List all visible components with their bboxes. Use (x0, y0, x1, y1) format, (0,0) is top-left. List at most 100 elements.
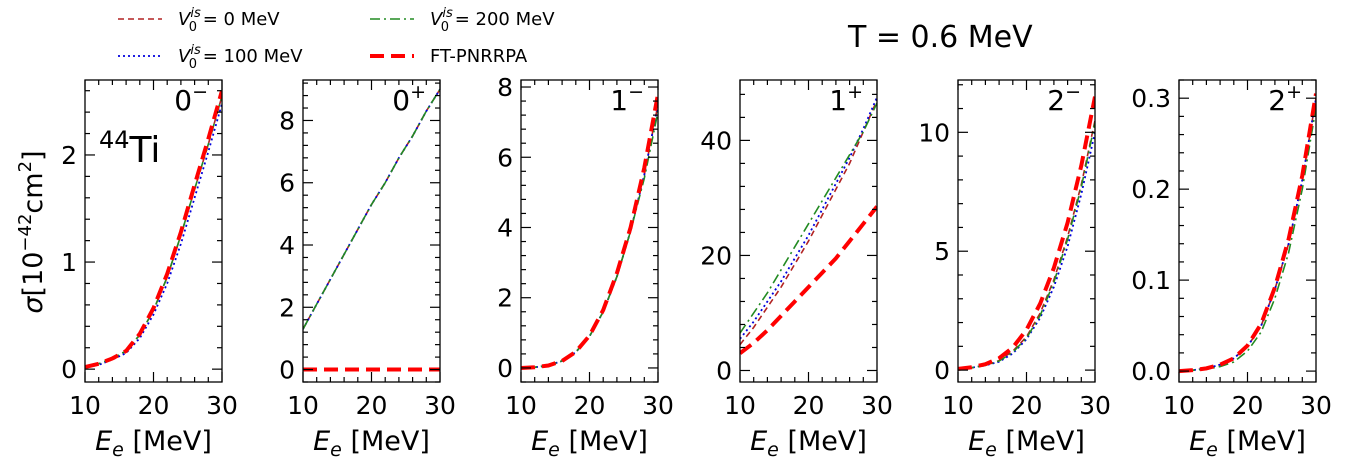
y-tick-label: 2 (497, 284, 513, 313)
series-line-ft (1179, 93, 1316, 374)
panel-label: 0+ (392, 81, 426, 117)
y-tick-label: 8 (279, 106, 295, 135)
nucleus-label: 44Ti (99, 126, 160, 171)
legend-item-v100: Vis 0 = 100 MeV (118, 43, 303, 72)
panel-label: 2+ (1268, 81, 1302, 117)
series-line-ft (85, 90, 222, 369)
x-axis-title: Ee [MeV] (968, 426, 1085, 460)
x-tick-label: 10 (724, 391, 756, 420)
legend-label: Vis 0 = 200 MeV (430, 6, 555, 35)
x-tick-label: 10 (505, 391, 537, 420)
y-tick-label: 0 (61, 355, 77, 384)
x-tick-label: 20 (1011, 391, 1043, 420)
x-tick-label: 10 (69, 391, 101, 420)
series-line-v100 (958, 132, 1095, 370)
y-tick-label: 0 (934, 356, 950, 385)
panel-label-parity: + (847, 81, 863, 103)
x-axis-title: Ee [MeV] (95, 426, 212, 460)
x-axis-title: Ee [MeV] (1189, 426, 1306, 460)
x-tick-label: 30 (424, 391, 456, 420)
x-tick-label: 30 (861, 391, 893, 420)
y-tick-label: 20 (700, 241, 732, 270)
panel-label: 1− (610, 81, 644, 117)
x-tick-label: 20 (1232, 391, 1264, 420)
series-line-v100 (1179, 98, 1316, 372)
legend-label: FT-PNRRPA (430, 46, 528, 67)
legend-item-v0: Vis 0 = 0 MeV (118, 6, 280, 35)
series-line-ft (958, 96, 1095, 371)
y-axis-title: σ[10−42cm2] (15, 150, 49, 313)
panel-4: 10 20 30 0 20 40 1+ Ee [MeV] (700, 79, 893, 460)
panel-3: 10 20 30 0 2 4 6 8 1− Ee [MeV] (497, 73, 674, 460)
series-line-ft (521, 93, 658, 370)
panel-2: 10 20 30 0 2 4 6 8 0+ Ee [MeV] (279, 79, 456, 460)
x-tick-label: 10 (942, 391, 974, 420)
plot-frame (520, 79, 659, 383)
series-line-v100 (303, 88, 440, 330)
y-tick-label: 4 (279, 231, 295, 260)
x-tick-label: 10 (1163, 391, 1195, 420)
y-tick-label: 5 (934, 237, 950, 266)
temperature-label: T = 0.6 MeV (847, 20, 1033, 55)
y-tick-label: 0.2 (1131, 175, 1171, 204)
y-tick-label: 0.1 (1131, 266, 1171, 295)
x-axis-title: Ee [MeV] (750, 426, 867, 460)
panel-label-parity: − (1065, 81, 1081, 103)
panel-1: 10 20 30 0 1 2 0− Ee [MeV] 44Ti (61, 79, 238, 460)
panel-label: 0− (174, 81, 208, 117)
y-tick-label: 10 (918, 118, 950, 147)
panel-label-parity: − (192, 81, 208, 103)
y-tick-label: 2 (61, 141, 77, 170)
series-line-v100 (521, 104, 658, 369)
x-tick-label: 20 (138, 391, 170, 420)
series-line-v100 (740, 96, 877, 340)
y-tick-label: 40 (700, 126, 732, 155)
series-line-v200 (958, 122, 1095, 370)
y-tick-label: 4 (497, 213, 513, 242)
series-line-v100 (85, 103, 222, 368)
y-tick-label: 1 (61, 248, 77, 277)
series-line-v0 (740, 99, 877, 346)
series-line-v200 (1179, 107, 1316, 372)
y-tick-label: 0 (497, 354, 513, 383)
x-tick-label: 30 (206, 391, 238, 420)
legend-item-v200: Vis 0 = 200 MeV (370, 6, 555, 35)
x-tick-label: 20 (574, 391, 606, 420)
y-tick-label: 0 (716, 356, 732, 385)
series-group (1179, 93, 1316, 374)
y-tick-label: 2 (279, 293, 295, 322)
y-tick-label: 6 (497, 143, 513, 172)
legend: Vis 0 = 0 MeV Vis 0 = 100 MeV Vis 0 = 200 MeV… (118, 6, 555, 72)
x-axis-title: Ee [MeV] (313, 426, 430, 460)
series-group (521, 93, 658, 370)
series-line-v200 (521, 111, 658, 369)
series-line-v200 (740, 102, 877, 334)
series-line-v0 (521, 104, 658, 369)
x-tick-label: 30 (642, 391, 674, 420)
series-group (85, 90, 222, 369)
panel-label-parity: + (1286, 81, 1302, 103)
panel-label-parity: + (410, 81, 426, 103)
plot-frame (957, 79, 1096, 383)
series-line-v0 (958, 120, 1095, 370)
panel-label: 2− (1047, 81, 1081, 117)
x-tick-label: 10 (287, 391, 319, 420)
x-tick-label: 30 (1300, 391, 1332, 420)
series-line-v0 (1179, 98, 1316, 372)
panel-label: 1+ (829, 81, 863, 117)
series-line-ft (740, 205, 877, 355)
series-group (303, 88, 440, 372)
legend-label: Vis 0 = 0 MeV (178, 6, 280, 35)
x-axis-title: Ee [MeV] (531, 426, 648, 460)
x-tick-label: 30 (1079, 391, 1111, 420)
panel-6: 10 20 30 0.0 0.1 0.2 0.3 2+ Ee [MeV] (1131, 79, 1332, 460)
legend-item-ft: FT-PNRRPA (370, 46, 528, 67)
y-tick-label: 0.3 (1131, 84, 1171, 113)
y-tick-label: 8 (497, 73, 513, 102)
plot-frame (1178, 79, 1317, 383)
series-group (740, 96, 877, 355)
y-tick-label: 6 (279, 169, 295, 198)
legend-label: Vis 0 = 100 MeV (178, 43, 303, 72)
plot-frame (302, 79, 441, 383)
